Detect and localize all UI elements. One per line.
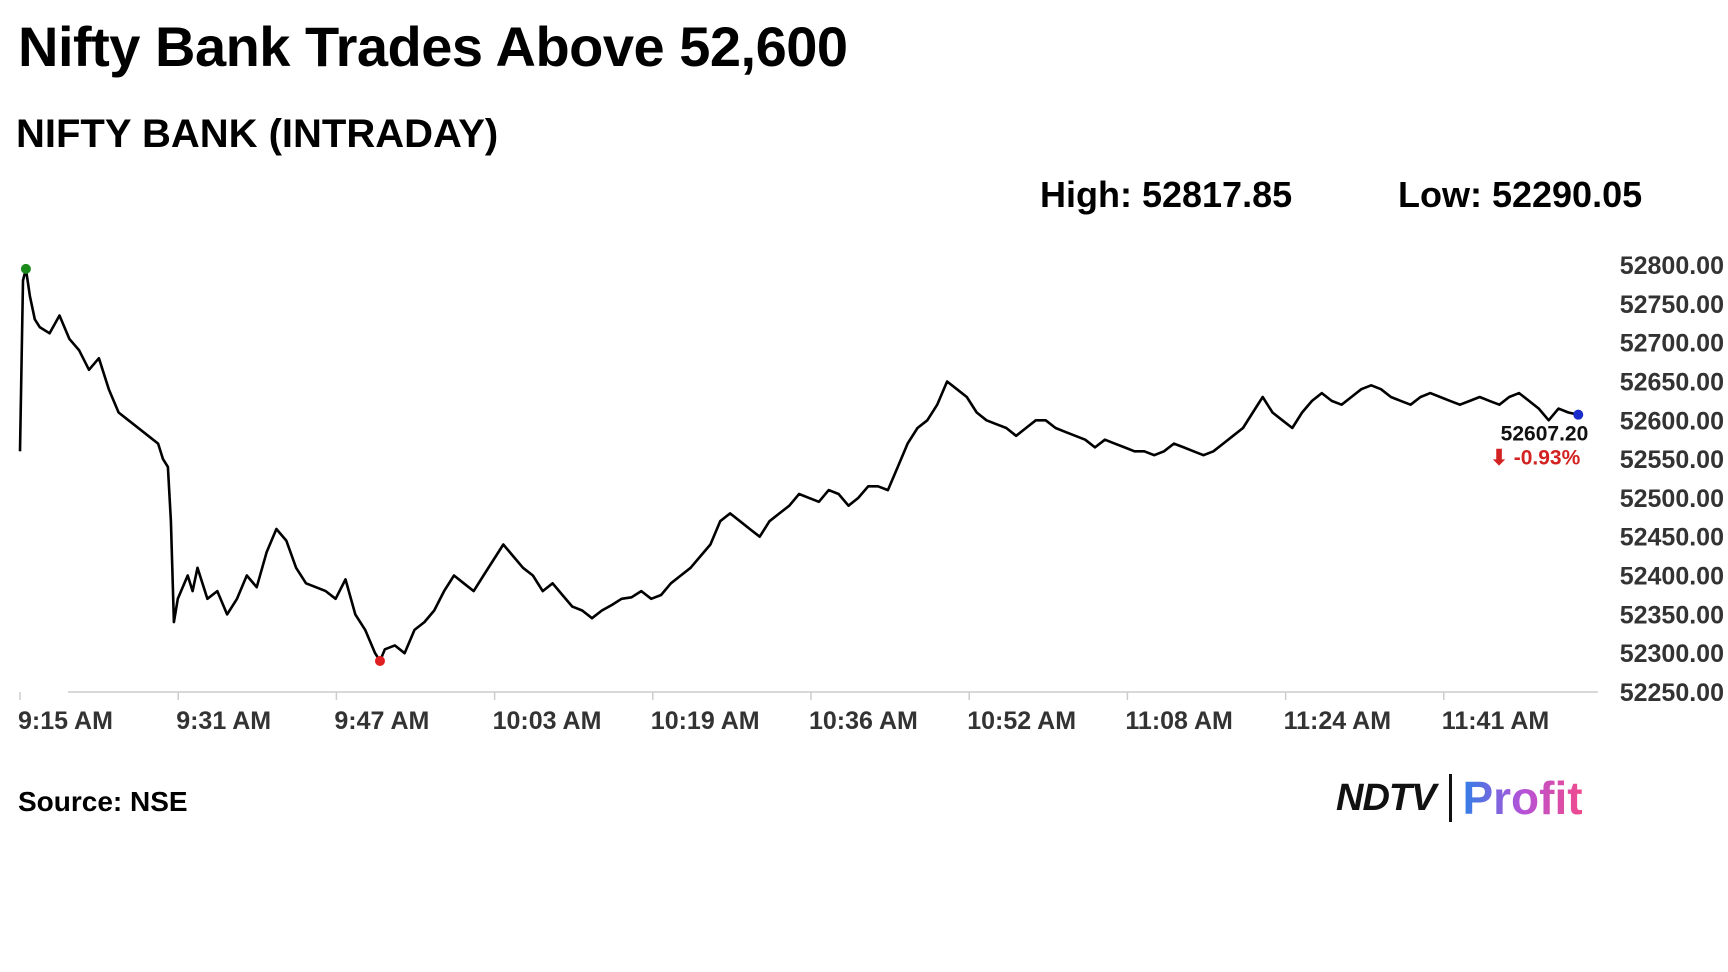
x-tick-label: 10:36 AM — [809, 707, 918, 735]
down-arrow-icon: ⬇ — [1490, 447, 1513, 470]
chart-subtitle: NIFTY BANK (INTRADAY) — [16, 112, 499, 156]
x-tick-label: 9:31 AM — [176, 707, 271, 735]
source-note: Source: NSE — [18, 786, 188, 817]
last-change-value: -0.93% — [1514, 447, 1581, 470]
y-tick-label: 52500.00 — [1620, 485, 1724, 513]
last-price-label: 52607.20 — [1501, 423, 1589, 446]
y-tick-label: 52350.00 — [1620, 601, 1724, 629]
x-tick-label: 9:15 AM — [18, 707, 113, 735]
logo-ndtv-text: NDTV — [1336, 776, 1436, 819]
y-tick-label: 52800.00 — [1620, 252, 1724, 280]
logo-divider — [1449, 774, 1453, 822]
day-high-marker — [20, 263, 31, 274]
y-axis-ticks: 52800.00 52750.00 52700.00 52650.00 52600.00… — [1620, 252, 1724, 707]
y-tick-label: 52750.00 — [1620, 291, 1724, 319]
x-axis-ticks: 9:15 AM 9:31 AM 9:47 AM 10:03 AM 10:19 AM 10:… — [18, 692, 1549, 735]
x-tick-label: 11:08 AM — [1125, 707, 1232, 735]
day-low-stat: Low: 52290.05 — [1398, 174, 1643, 215]
x-tick-label: 11:24 AM — [1284, 707, 1391, 735]
day-high-stat: High: 52817.85 — [1040, 174, 1293, 215]
y-tick-label: 52550.00 — [1620, 446, 1724, 474]
y-tick-label: 52700.00 — [1620, 330, 1724, 358]
y-tick-label: 52300.00 — [1620, 640, 1724, 668]
y-tick-label: 52650.00 — [1620, 368, 1724, 396]
last-price-marker — [1573, 409, 1584, 420]
y-tick-label: 52600.00 — [1620, 407, 1724, 435]
x-tick-label: 10:19 AM — [651, 707, 760, 735]
y-tick-label: 52400.00 — [1620, 563, 1724, 591]
x-tick-label: 10:52 AM — [967, 707, 1076, 735]
headline: Nifty Bank Trades Above 52,600 — [18, 15, 848, 78]
x-tick-label: 10:03 AM — [493, 707, 602, 735]
ndtv-profit-logo: NDTV Profit — [1336, 770, 1583, 826]
x-tick-label: 11:41 AM — [1442, 707, 1549, 735]
y-tick-label: 52450.00 — [1620, 524, 1724, 552]
logo-profit-text: Profit — [1462, 772, 1583, 824]
price-line — [18, 267, 1579, 663]
y-tick-label: 52250.00 — [1620, 679, 1724, 707]
x-tick-label: 9:47 AM — [334, 707, 429, 735]
day-low-marker — [374, 655, 385, 666]
last-change-label: ⬇ -0.93% — [1490, 447, 1580, 470]
